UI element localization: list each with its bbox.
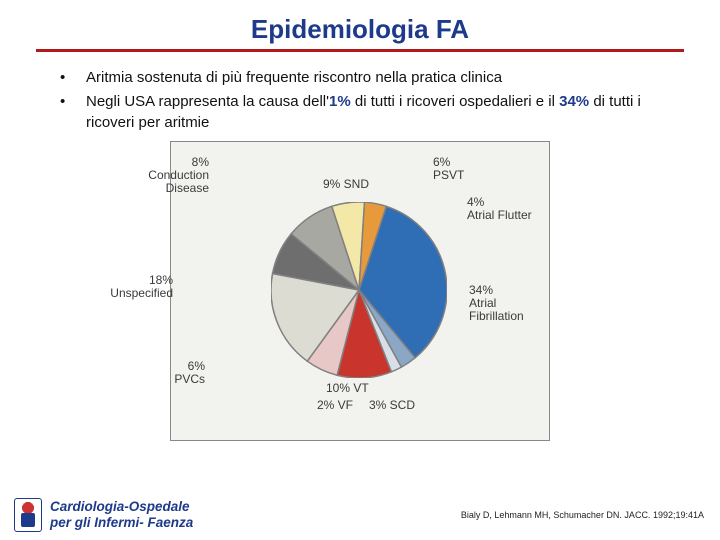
bullet-dot: • [60, 92, 86, 133]
pie-label: 8% Conduction Disease [113, 156, 209, 196]
list-item: • Negli USA rappresenta la causa dell'1%… [60, 92, 660, 133]
pie-label: 4% Atrial Flutter [467, 196, 532, 222]
list-item: • Aritmia sostenuta di più frequente ris… [60, 68, 660, 88]
bullet-dot: • [60, 68, 86, 88]
dept-name: Cardiologia-Ospedale per gli Infermi- Fa… [50, 499, 193, 530]
footer-dept: Cardiologia-Ospedale per gli Infermi- Fa… [14, 498, 193, 532]
dept-logo-icon [14, 498, 42, 532]
pie-label: 6% PSVT [433, 156, 464, 182]
citation: Bialy D, Lehmann MH, Schumacher DN. JACC… [461, 510, 704, 520]
pie-wrap [271, 202, 447, 378]
page-title: Epidemiologia FA [0, 0, 720, 49]
pie-label: 18% Unspecified [77, 274, 173, 300]
pie-chart: 34% Atrial Fibrillation 3% SCD 2% VF 10% VT… [170, 141, 550, 441]
bullet-text: Aritmia sostenuta di più frequente risco… [86, 68, 502, 88]
pie-label: 3% SCD [369, 399, 415, 412]
pie-label: 6% PVCs [109, 360, 205, 386]
bullet-text: Negli USA rappresenta la causa dell'1% d… [86, 92, 660, 133]
pie-label: 34% Atrial Fibrillation [469, 284, 524, 324]
pie-label: 10% VT [326, 382, 369, 395]
pie-label: 2% VF [317, 399, 353, 412]
bullet-list: • Aritmia sostenuta di più frequente ris… [0, 62, 720, 133]
title-rule [36, 49, 684, 52]
pie-label: 9% SND [323, 178, 369, 191]
